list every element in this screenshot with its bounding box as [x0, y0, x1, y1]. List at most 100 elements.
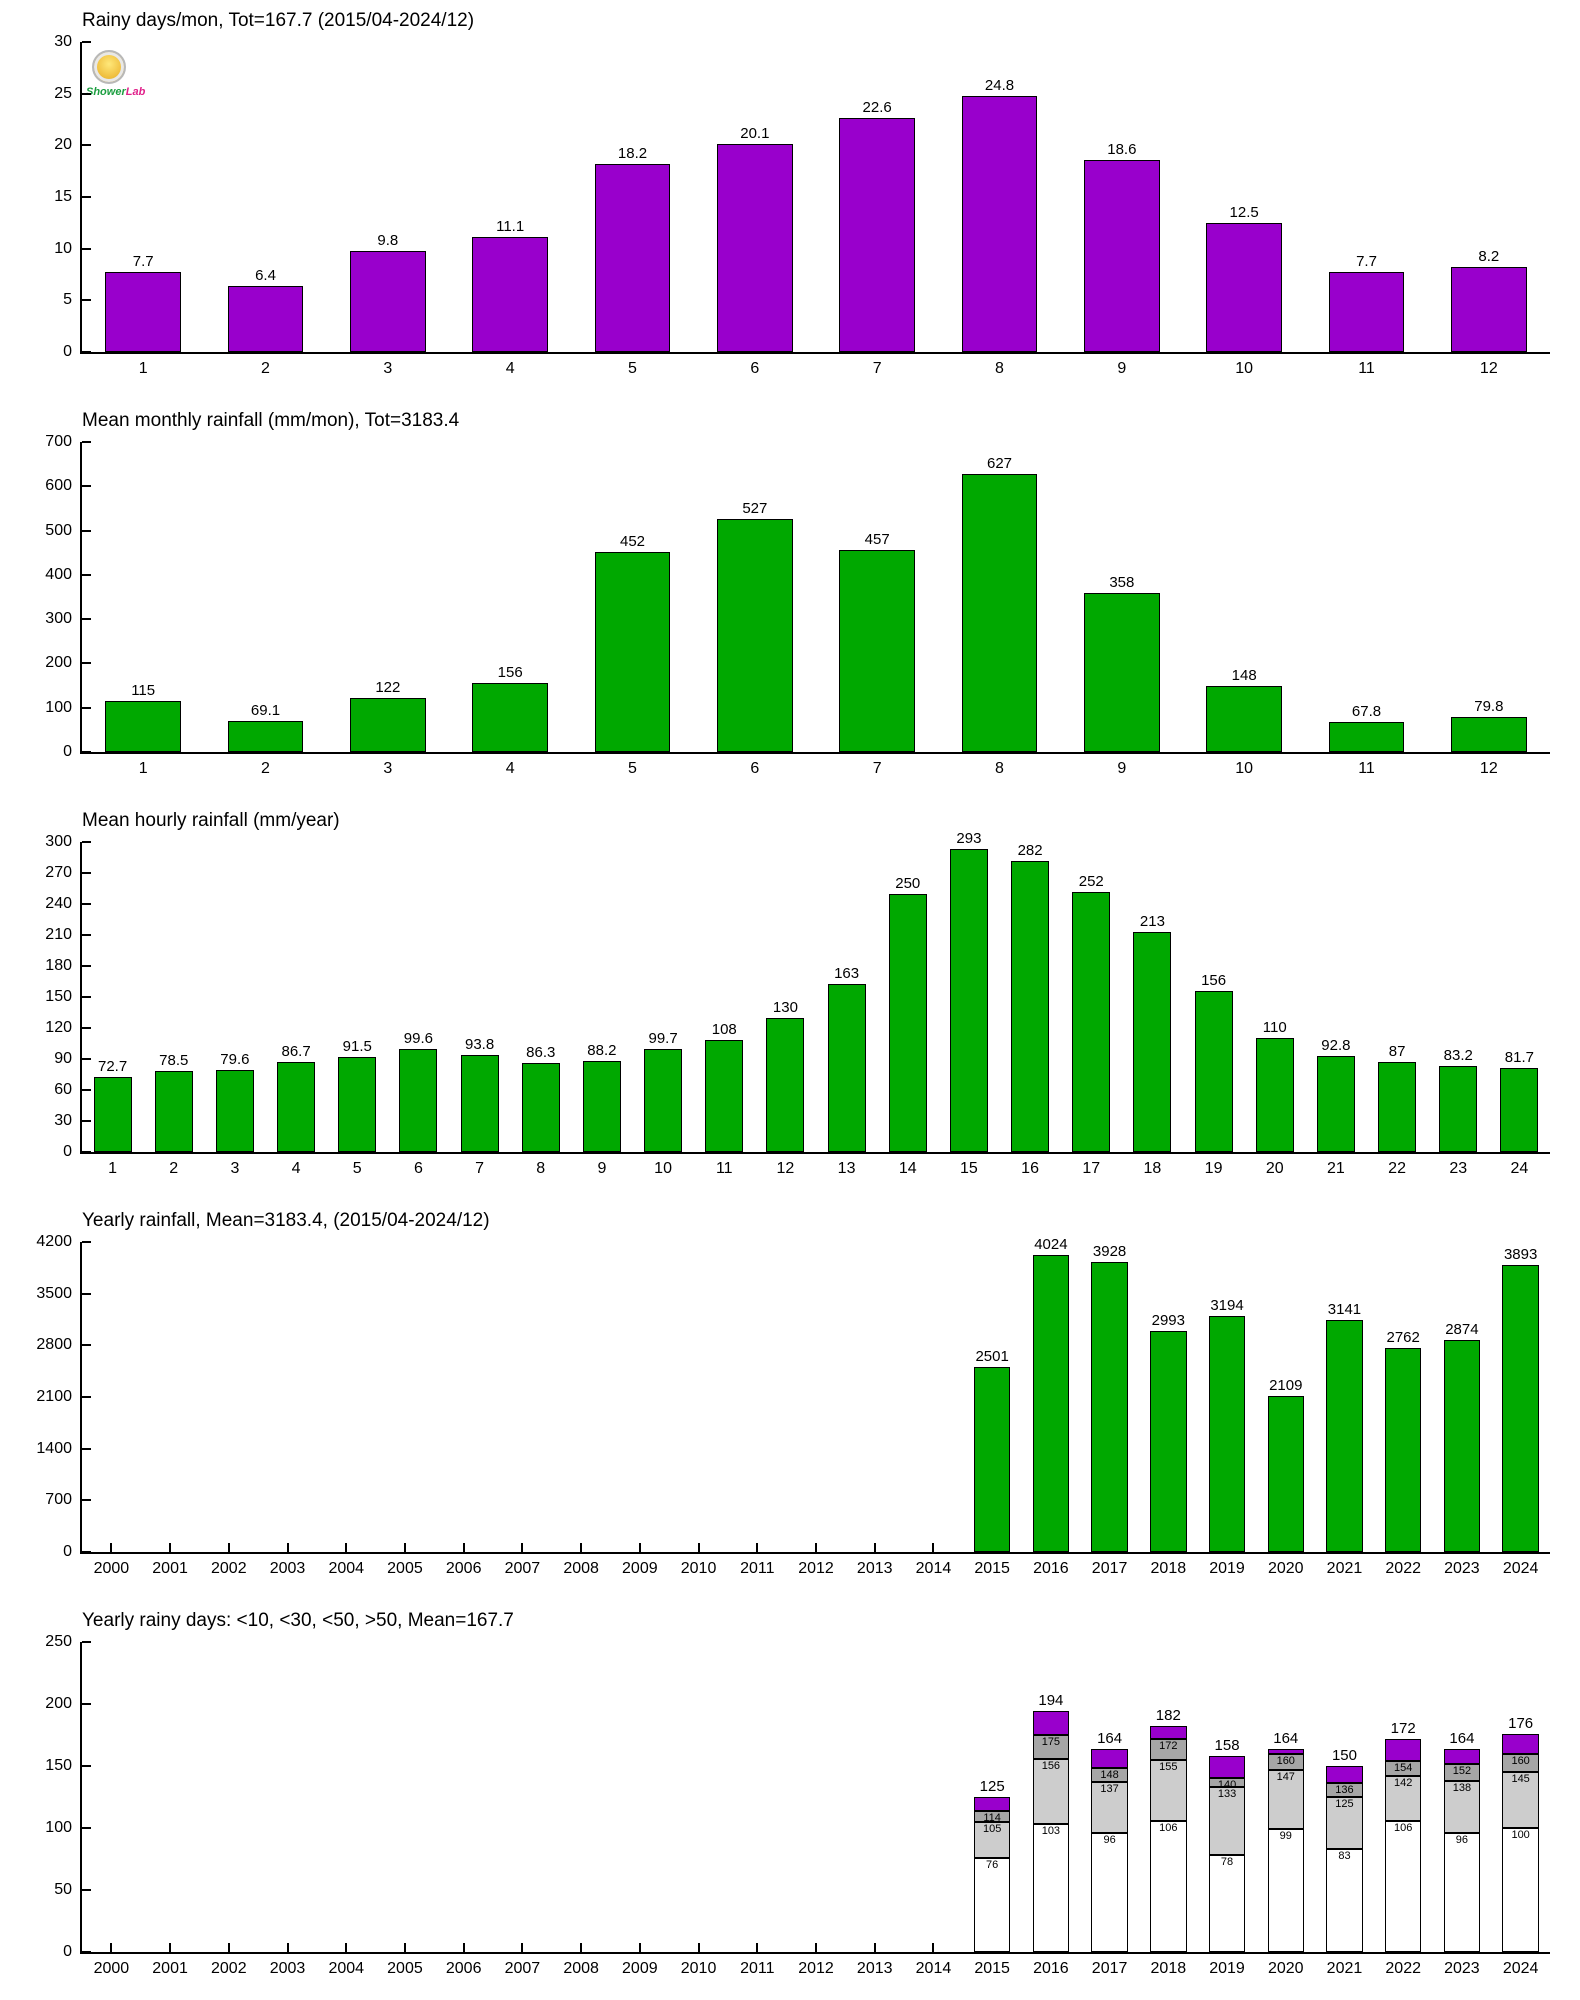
y-axis-tick-label: 30 — [54, 1112, 72, 1129]
y-axis-tick-label: 15 — [54, 188, 72, 205]
x-axis-tick-label: 5 — [628, 360, 637, 377]
bar-total-label: 164 — [1273, 1729, 1299, 1747]
x-axis-tick — [580, 1943, 583, 1952]
bar-segment — [1208, 1756, 1246, 1779]
x-axis-tick-label: 6 — [750, 360, 760, 377]
x-axis-tick — [873, 1543, 876, 1552]
x-axis-tick-label: 2008 — [563, 1560, 599, 1577]
x-axis-tick-label: 1 — [138, 360, 148, 377]
x-axis-tick-label: 1 — [138, 760, 148, 777]
x-axis-tick-label: 2002 — [211, 1960, 247, 1977]
bar — [1255, 1038, 1294, 1152]
x-axis-tick-label: 2014 — [915, 1960, 952, 1977]
segment-cumulative-label: 155 — [1159, 1760, 1178, 1773]
y-axis-tick-label: 20 — [54, 136, 72, 154]
bar-value-label: 2993 — [1151, 1312, 1185, 1330]
plot-area: 0 5 10 15 20 25 30 1 7.7 2 6.4 3 9.8 4 11.1 5 18.2 6 20.1 7… — [54, 33, 1550, 377]
x-axis-tick-label: 2008 — [563, 1960, 599, 1977]
bar — [1439, 1066, 1478, 1152]
x-axis-tick-label: 3 — [230, 1160, 240, 1177]
x-axis-tick-label: 2006 — [445, 1960, 482, 1977]
bar — [594, 163, 671, 352]
bar — [716, 144, 793, 352]
x-axis-tick — [169, 1943, 172, 1952]
segment-cumulative-label: 138 — [1452, 1781, 1472, 1794]
x-axis-tick-label: 2014 — [915, 1560, 952, 1577]
bar-value-label: 148 — [1231, 667, 1257, 685]
y-axis-tick-label: 25 — [54, 84, 72, 102]
segment-cumulative-label: 114 — [983, 1811, 1001, 1824]
bar-value-label: 252 — [1078, 872, 1104, 890]
bar-segment — [1384, 1820, 1422, 1952]
x-axis-tick-label: 9 — [1117, 360, 1127, 377]
x-axis-tick — [462, 1543, 465, 1552]
x-axis-tick-label: 23 — [1449, 1160, 1468, 1177]
bar-total-label: 164 — [1097, 1729, 1123, 1747]
plot-area: 0 30 60 90 120 150 180 210 240 270 300 1 72.7 2 78.5 3 7… — [45, 830, 1550, 1177]
x-axis-tick-label: 2000 — [93, 1560, 130, 1577]
y-axis-tick-label: 600 — [45, 477, 72, 495]
bar — [154, 1070, 193, 1152]
x-axis-tick-label: 2011 — [740, 1560, 775, 1577]
bar — [1083, 593, 1160, 752]
x-axis-tick-label: 3 — [383, 760, 393, 777]
bar-value-label: 11.1 — [496, 218, 525, 236]
x-axis-tick-label: 2007 — [504, 1960, 541, 1977]
bar-value-label: 3141 — [1327, 1301, 1362, 1319]
bar — [1326, 1320, 1363, 1552]
bar-segment — [1267, 1753, 1304, 1770]
bar-value-label: 3893 — [1503, 1245, 1538, 1263]
bar-segment — [1267, 1748, 1304, 1754]
bar-value-label: 86.7 — [281, 1043, 311, 1061]
y-axis-tick — [82, 92, 91, 95]
x-axis-tick-label: 2015 — [974, 1560, 1010, 1577]
bar-segment — [1032, 1824, 1070, 1952]
bar-segment — [1326, 1783, 1363, 1797]
y-axis-tick-label: 90 — [54, 1050, 72, 1067]
x-axis-tick-label: 9 — [597, 1160, 607, 1177]
y-axis-tick — [82, 965, 91, 967]
bar-segment — [1150, 1820, 1187, 1952]
logo-text-left: Shower — [86, 86, 126, 98]
chart-title: Mean monthly rainfall (mm/mon), Tot=3183… — [82, 410, 460, 431]
bar-value-label: 122 — [375, 678, 401, 696]
x-axis-tick-label: 2012 — [798, 1560, 834, 1577]
x-axis-tick-label: 2015 — [974, 1960, 1010, 1977]
x-axis-tick-label: 7 — [872, 760, 882, 777]
x-axis-tick-label: 2021 — [1326, 1960, 1363, 1977]
x-axis-tick-label: 21 — [1327, 1160, 1345, 1177]
y-axis-tick-label: 150 — [45, 988, 72, 1005]
bar — [521, 1062, 560, 1152]
bar-value-label: 527 — [742, 499, 768, 517]
bar-segment — [1150, 1726, 1187, 1739]
y-axis-tick — [82, 1089, 91, 1091]
bar — [1133, 931, 1172, 1152]
bar-segment — [1384, 1738, 1422, 1762]
x-axis-tick-label: 12 — [776, 1160, 795, 1177]
x-axis-tick — [462, 1943, 465, 1952]
x-axis-tick-label: 2024 — [1502, 1560, 1539, 1577]
x-axis-tick-label: 11 — [715, 1160, 733, 1177]
y-axis-tick — [82, 1551, 91, 1553]
bar — [1450, 716, 1527, 752]
logo-badge-icon — [92, 50, 126, 84]
x-axis-tick-label: 13 — [837, 1160, 856, 1177]
bar-segment — [1091, 1768, 1128, 1783]
segment-cumulative-label: 78 — [1220, 1856, 1234, 1869]
x-axis-tick-label: 5 — [352, 1160, 362, 1177]
bar-value-label: 110 — [1262, 1019, 1287, 1037]
bar-value-label: 452 — [619, 532, 646, 550]
y-axis-tick — [82, 529, 91, 532]
bar — [973, 1367, 1011, 1552]
bar — [227, 721, 304, 752]
bar — [277, 1062, 316, 1152]
x-axis-tick-label: 2 — [261, 760, 270, 777]
bar-segment — [1150, 1759, 1187, 1821]
y-axis-tick — [82, 41, 91, 43]
bar-total-label: 158 — [1214, 1737, 1240, 1755]
bar-value-label: 156 — [1201, 971, 1227, 989]
bar-value-label: 627 — [986, 455, 1013, 473]
bar — [839, 549, 916, 752]
bar — [888, 893, 927, 1152]
bar-value-label: 99.6 — [403, 1030, 434, 1048]
